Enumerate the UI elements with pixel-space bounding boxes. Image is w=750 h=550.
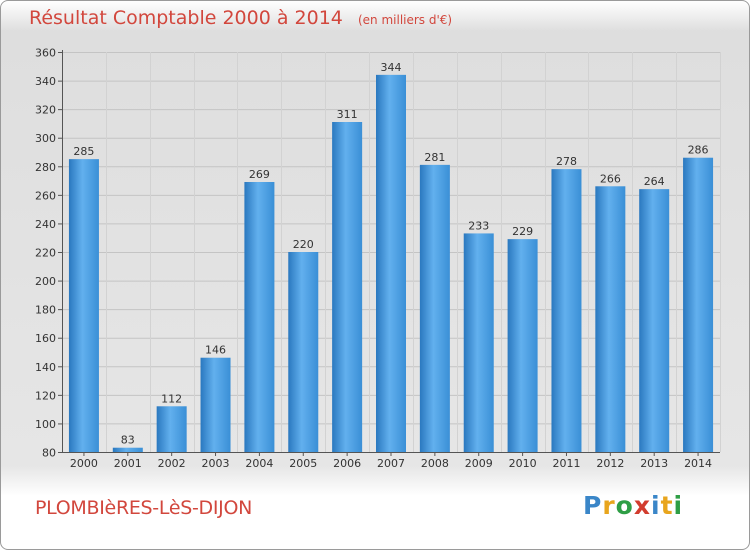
logo-letter: i bbox=[673, 491, 684, 520]
bar bbox=[507, 239, 538, 452]
bar-value-label: 264 bbox=[644, 175, 665, 188]
x-tick-label: 2006 bbox=[333, 457, 361, 470]
bar-value-label: 266 bbox=[600, 172, 621, 185]
bar bbox=[288, 252, 319, 452]
x-tick-label: 2010 bbox=[509, 457, 537, 470]
y-tick-label: 340 bbox=[35, 75, 56, 88]
bar-value-label: 112 bbox=[161, 392, 182, 405]
y-tick-label: 100 bbox=[35, 418, 56, 431]
bar bbox=[551, 169, 582, 452]
y-tick-label: 280 bbox=[35, 161, 56, 174]
bar bbox=[376, 74, 406, 452]
y-tick-label: 260 bbox=[35, 189, 56, 202]
bar-group: 281 bbox=[419, 151, 450, 452]
y-tick-label: 180 bbox=[35, 304, 56, 317]
y-tick-label: 160 bbox=[35, 332, 56, 345]
y-tick-label: 80 bbox=[42, 447, 56, 460]
bar-value-label: 278 bbox=[556, 155, 577, 168]
x-tick-label: 2003 bbox=[202, 457, 230, 470]
chart-subtitle: (en milliers d'€) bbox=[357, 13, 453, 27]
bar-value-label: 281 bbox=[424, 151, 445, 164]
bar bbox=[683, 157, 714, 452]
bar-value-label: 311 bbox=[337, 108, 358, 121]
x-tick-label: 2004 bbox=[245, 457, 273, 470]
y-tick-label: 220 bbox=[35, 247, 56, 260]
y-tick-label: 320 bbox=[35, 104, 56, 117]
logo-letter: i bbox=[651, 491, 661, 520]
bar bbox=[68, 159, 99, 452]
y-tick-label: 240 bbox=[35, 218, 56, 231]
bar bbox=[463, 233, 494, 452]
bar-group: 311 bbox=[332, 108, 363, 452]
x-tick-label: 2014 bbox=[684, 457, 712, 470]
bar bbox=[595, 186, 626, 453]
logo-letter: o bbox=[615, 491, 634, 520]
y-tick-label: 140 bbox=[35, 361, 56, 374]
logo-letter: t bbox=[660, 491, 674, 520]
x-tick-label: 2002 bbox=[158, 457, 186, 470]
bar bbox=[244, 182, 275, 452]
x-tick-label: 2011 bbox=[552, 457, 580, 470]
bar-group: 233 bbox=[463, 219, 494, 452]
x-tick-label: 2013 bbox=[640, 457, 668, 470]
x-tick-label: 2007 bbox=[377, 457, 405, 470]
bar bbox=[639, 189, 670, 452]
bar bbox=[112, 447, 143, 452]
bar-group: 278 bbox=[551, 155, 582, 452]
bar-group: 286 bbox=[683, 144, 714, 452]
bar bbox=[332, 122, 363, 452]
x-tick-label: 2000 bbox=[70, 457, 98, 470]
title-block: Résultat Comptable 2000 à 2014 (en milli… bbox=[29, 7, 452, 29]
bars: 285 83 112 146 269 220 311 344 281 233 229 278 266 26… bbox=[68, 61, 714, 453]
x-tick-label: 2008 bbox=[421, 457, 449, 470]
logo-letter: x bbox=[633, 491, 651, 520]
y-tick-label: 120 bbox=[35, 389, 56, 402]
y-tick-label: 360 bbox=[35, 47, 56, 60]
bar-value-label: 285 bbox=[73, 145, 94, 158]
axes: 80 100 120 140 160 180 200 220 240 260 280 300 320 34… bbox=[35, 47, 720, 470]
x-tick-label: 2009 bbox=[465, 457, 493, 470]
bar-group: 266 bbox=[595, 172, 626, 453]
x-tick-label: 2012 bbox=[596, 457, 624, 470]
chart-title: Résultat Comptable 2000 à 2014 bbox=[29, 7, 343, 29]
y-tick-label: 200 bbox=[35, 275, 56, 288]
bar-group: 264 bbox=[639, 175, 670, 452]
bar bbox=[200, 357, 231, 452]
bar-group: 220 bbox=[288, 238, 319, 452]
bar-value-label: 146 bbox=[205, 344, 226, 357]
bar-value-label: 344 bbox=[381, 61, 402, 74]
bar-value-label: 83 bbox=[121, 434, 135, 447]
bar bbox=[156, 406, 187, 452]
commune-name: PLOMBIèRES-LèS-DIJON bbox=[35, 497, 253, 519]
bar-value-label: 269 bbox=[249, 168, 270, 181]
bar-group: 269 bbox=[244, 168, 275, 452]
x-tick-label: 2001 bbox=[114, 457, 142, 470]
bar-group: 146 bbox=[200, 344, 231, 452]
bar-group: 285 bbox=[68, 145, 99, 452]
bar-value-label: 286 bbox=[688, 144, 709, 157]
bar bbox=[419, 164, 450, 452]
bar-group: 344 bbox=[376, 61, 406, 452]
x-tick-label: 2005 bbox=[289, 457, 317, 470]
proxiti-logo: Proxiti bbox=[583, 491, 683, 520]
logo-letter: r bbox=[602, 491, 616, 520]
bar-group: 229 bbox=[507, 225, 538, 452]
bar-value-label: 220 bbox=[293, 238, 314, 251]
bar-value-label: 233 bbox=[468, 219, 489, 232]
bar-group: 112 bbox=[156, 392, 187, 452]
bar-group: 83 bbox=[112, 434, 143, 452]
logo-letter: P bbox=[583, 491, 603, 520]
y-tick-label: 300 bbox=[35, 132, 56, 145]
bar-value-label: 229 bbox=[512, 225, 533, 238]
